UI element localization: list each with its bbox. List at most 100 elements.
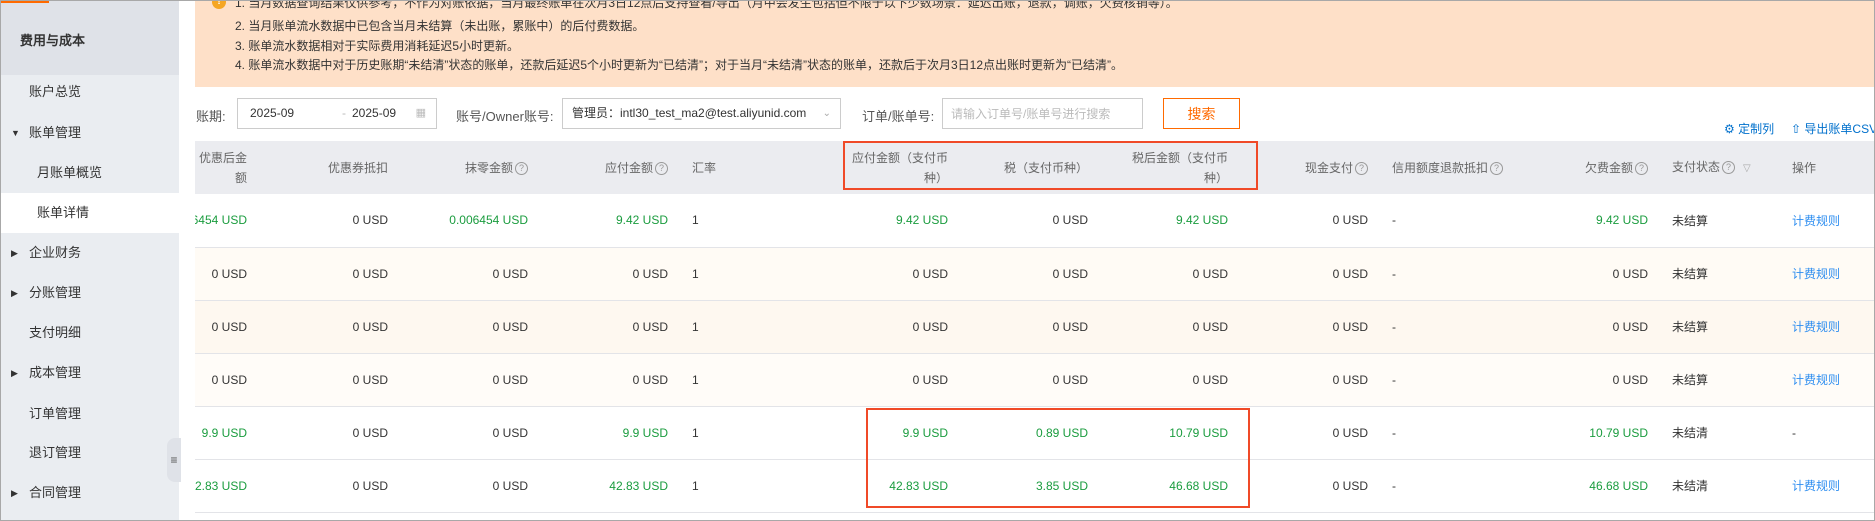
sidebar-item-label: 分账管理: [29, 285, 82, 300]
cell-value: 1: [692, 478, 699, 493]
cell-value: 0 USD: [211, 372, 247, 387]
column-header: 抹零金额?: [388, 141, 528, 194]
table-cell: 未结算: [1648, 247, 1792, 301]
sidebar-item[interactable]: ▶ 成本管理: [1, 353, 179, 393]
cell-value: 9.42 USD: [1175, 213, 1228, 228]
table-cell: 0 USD: [247, 459, 388, 513]
column-header-label: 欠费金额: [1584, 160, 1633, 175]
period-label: 账期:: [196, 109, 226, 124]
column-header-label: 信用额度退款抵扣: [1392, 160, 1489, 175]
table-header-row: 优惠后金额 优惠券抵扣 抹零金额? 应付金额? 汇率 应付金额（支付币种） 税（支付币种）税…: [195, 141, 1874, 194]
cell-value: 0 USD: [1332, 213, 1368, 228]
cell-value: 0 USD: [1612, 266, 1648, 281]
column-header-label: 税（支付币种）: [1003, 160, 1088, 175]
gear-icon: ⚙: [1724, 122, 1735, 136]
table-row: 42.83 USD 0 USD 0 USD 42.83 USD 1 42.83 USD 3.…: [195, 459, 1874, 513]
owner-select[interactable]: 管理员：intl30_test_ma2@test.aliyunid.com ⌄: [562, 98, 841, 129]
caret-right-icon: ▶: [11, 288, 18, 298]
table-cell: 0 USD: [1561, 300, 1648, 354]
sidebar-item[interactable]: ▶ 分账管理: [1, 273, 179, 313]
table-row: 9.9 USD 0 USD 0 USD 9.9 USD 1 9.9 USD 0.89 USD…: [195, 406, 1874, 460]
table-cell: 0 USD: [247, 300, 388, 354]
billing-rules-link[interactable]: 计费规则: [1792, 213, 1841, 228]
cell-value: -: [1392, 213, 1396, 228]
export-csv-label: 导出账单CSV: [1804, 122, 1875, 136]
table-cell: -: [1368, 406, 1561, 460]
cell-value: 0 USD: [492, 266, 528, 281]
cell-value: 0 USD: [352, 319, 388, 334]
cell-value: 0 USD: [492, 319, 528, 334]
table-cell: -: [1792, 406, 1874, 460]
cell-value: 0 USD: [912, 372, 948, 387]
cell-value: 0 USD: [1052, 213, 1088, 228]
sidebar-item[interactable]: 月账单概览: [1, 153, 179, 193]
sidebar-item[interactable]: 订单管理: [1, 394, 179, 434]
table-cell: 0 USD: [1228, 459, 1368, 513]
table-cell: 0 USD: [1228, 406, 1368, 460]
column-header-label: 应付金额（支付币种）: [851, 150, 948, 185]
sidebar-item-label: 成本管理: [29, 365, 82, 380]
filter-icon[interactable]: ▽: [1743, 162, 1751, 174]
billing-rules-link[interactable]: 计费规则: [1792, 479, 1841, 493]
help-icon[interactable]: ?: [1490, 161, 1504, 175]
help-icon[interactable]: ?: [655, 161, 668, 175]
column-header: 应付金额（支付币种）: [843, 141, 948, 194]
table-cell: 1: [668, 406, 843, 460]
table-cell: 0 USD: [528, 300, 668, 354]
table-cell: 0 USD: [948, 300, 1088, 354]
table-cell: 0 USD: [388, 353, 528, 407]
order-label: 订单/账单号:: [862, 109, 935, 124]
cell-value: 9.42 USD: [1595, 213, 1648, 228]
billing-rules-link[interactable]: 计费规则: [1792, 320, 1841, 334]
search-button[interactable]: 搜索: [1163, 98, 1240, 129]
cell-value: 0 USD: [492, 425, 528, 440]
cell-value: 1: [692, 213, 699, 228]
billing-rules-link[interactable]: 计费规则: [1792, 267, 1841, 281]
sidebar-item[interactable]: 账单详情: [1, 193, 179, 233]
billing-rules-link[interactable]: 计费规则: [1792, 373, 1841, 387]
cell-value: 0.89 USD: [1035, 425, 1088, 440]
cell-value: 0 USD: [1612, 319, 1648, 334]
table-cell: 1: [668, 194, 843, 248]
period-start[interactable]: 2025-09: [250, 106, 295, 120]
export-csv-button[interactable]: ⇧ 导出账单CSV: [1791, 120, 1875, 137]
table-cell[interactable]: 计费规则: [1792, 300, 1874, 354]
caret-down-icon: ▼: [11, 128, 20, 138]
cell-value: 0 USD: [632, 372, 668, 387]
column-header: 税（支付币种）: [948, 141, 1088, 194]
table-cell[interactable]: 计费规则: [1792, 247, 1874, 301]
owner-label: 账号/Owner账号:: [456, 109, 554, 124]
table-cell: 0 USD: [388, 406, 528, 460]
help-icon[interactable]: ?: [1722, 160, 1736, 174]
help-icon[interactable]: ?: [1635, 161, 1648, 175]
table-cell[interactable]: 计费规则: [1792, 459, 1874, 513]
cell-value: 0 USD: [1332, 372, 1368, 387]
table-cell[interactable]: 计费规则: [1792, 194, 1874, 248]
table-cell: 3.85 USD: [948, 459, 1088, 513]
collapse-sidebar-icon[interactable]: ≡: [167, 438, 181, 482]
cell-value: 0 USD: [492, 478, 528, 493]
sidebar-item[interactable]: ▼ 账单管理: [1, 113, 179, 153]
cell-value: 0 USD: [211, 319, 247, 334]
table-cell: -: [1368, 247, 1561, 301]
help-icon[interactable]: ?: [515, 161, 528, 175]
table-cell: -: [1368, 353, 1561, 407]
notice-line-1: 1. 当月数据查询结果仅供参考，不作为对账依据，当月最终账单在次月3日12点后支…: [235, 0, 1178, 10]
sidebar-item[interactable]: 账户总览: [1, 72, 179, 112]
sidebar-item[interactable]: 支付明细: [1, 313, 179, 353]
sidebar-item[interactable]: ▶ 企业财务: [1, 233, 179, 273]
customize-columns-button[interactable]: ⚙ 定制列: [1724, 120, 1774, 137]
cell-value: 0 USD: [1332, 266, 1368, 281]
sidebar-item[interactable]: ▶ 合同管理: [1, 473, 179, 513]
sidebar-item[interactable]: 退订管理: [1, 433, 179, 473]
accent-bar: [1, 1, 49, 3]
period-range-picker[interactable]: 2025-09 - 2025-09 ▦: [237, 98, 437, 129]
order-search-box: [942, 98, 1143, 129]
calendar-icon[interactable]: ▦: [415, 107, 426, 119]
cell-value: 9.42 USD: [615, 213, 668, 228]
table-cell: 0 USD: [195, 353, 247, 407]
help-icon[interactable]: ?: [1355, 161, 1368, 175]
period-end[interactable]: 2025-09: [352, 106, 397, 120]
table-cell[interactable]: 计费规则: [1792, 353, 1874, 407]
order-search-input[interactable]: [943, 99, 1142, 128]
